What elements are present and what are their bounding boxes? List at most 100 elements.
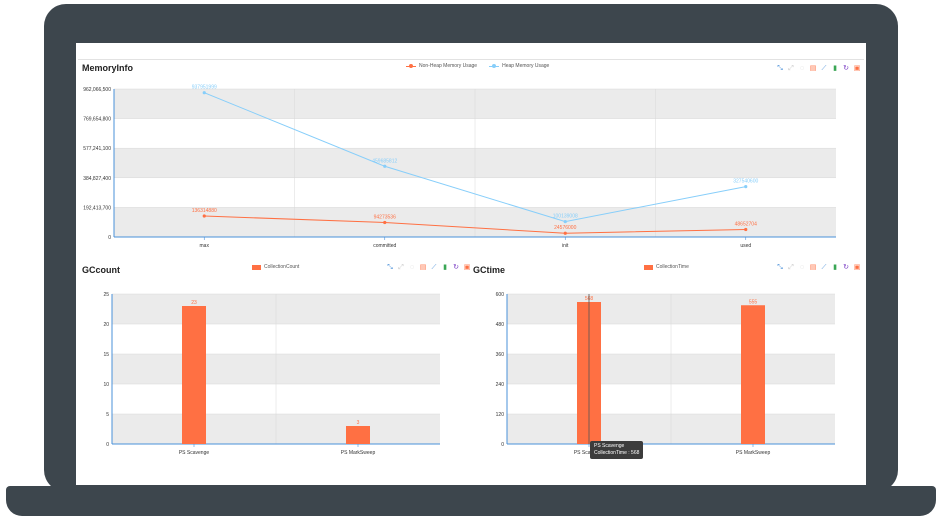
y-tick-label: 0 (501, 442, 504, 448)
y-tick-label: 962,066,500 (83, 87, 111, 93)
data-label: 48652704 (735, 222, 757, 228)
y-tick-label: 15 (103, 352, 109, 358)
data-view-icon[interactable]: ▤ (809, 264, 817, 271)
bar-label: 555 (749, 299, 758, 305)
zoom-icon[interactable]: ⤡ (387, 264, 393, 271)
y-tick-label: 384,827,400 (83, 176, 111, 182)
x-tick-label: PS MarkSweep (341, 450, 376, 456)
data-point (563, 219, 567, 224)
tooltip-value: CollectionTime : 568 (594, 450, 640, 456)
data-point (744, 185, 748, 189)
series-line-0 (204, 215, 746, 234)
gctime-title: GCtime (473, 265, 506, 275)
x-tick-label: used (740, 243, 751, 249)
chart-tooltip: PS Scavenge CollectionTime : 568 (590, 441, 644, 459)
y-tick-label: 120 (496, 412, 505, 418)
bar-chart-icon[interactable]: ▮ (443, 264, 447, 271)
y-tick-label: 5 (106, 412, 109, 418)
data-label: 24576000 (554, 225, 576, 231)
data-point (383, 220, 387, 225)
y-tick-label: 25 (103, 292, 109, 298)
bar (741, 305, 765, 444)
series-line-1 (204, 92, 746, 223)
gctime-legend: CollectionTime (644, 264, 689, 270)
save-image-icon[interactable]: ▣ (853, 65, 861, 72)
data-point (563, 231, 567, 235)
restore-circle-icon[interactable]: ◌ (799, 264, 805, 271)
data-label: 937951999 (192, 85, 217, 91)
x-tick-label: max (200, 243, 210, 249)
bar (346, 426, 370, 444)
line-chart-icon[interactable]: ⟋ (431, 264, 437, 271)
legend-label-collectiontime[interactable]: CollectionTime (656, 264, 689, 270)
y-tick-label: 192,413,700 (83, 205, 111, 211)
y-tick-label: 240 (496, 382, 505, 388)
restore-circle-icon[interactable]: ◌ (799, 65, 805, 72)
x-tick-label: init (562, 243, 569, 249)
gccount-title: GCcount (82, 265, 120, 275)
gccount-plot: 25 20 15 10 5 0 PS Scavenge PS MarkSweep 23 3 (103, 292, 440, 456)
y-tick-label: 0 (108, 235, 111, 241)
bar-chart-icon[interactable]: ▮ (833, 264, 837, 271)
data-label: 94273536 (374, 214, 396, 220)
refresh-icon[interactable]: ↻ (843, 264, 849, 271)
y-tick-label: 0 (106, 442, 109, 448)
bar-label: 3 (357, 420, 360, 426)
bar (182, 306, 206, 444)
zoom-icon[interactable]: ⤡ (777, 264, 783, 271)
bar-chart-icon[interactable]: ▮ (833, 65, 837, 72)
zoom-icon[interactable]: ⤡ (777, 65, 783, 72)
laptop-base (6, 486, 936, 516)
line-chart-icon[interactable]: ⟋ (821, 264, 827, 271)
restore-circle-icon[interactable]: ◌ (409, 264, 415, 271)
y-tick-label: 480 (496, 322, 505, 328)
memoryinfo-toolbox: ⤡ ⤢ ◌ ▤ ⟋ ▮ ↻ ▣ (776, 65, 861, 73)
x-tick-label: PS Scavenge (179, 450, 210, 456)
data-label: 100139008 (553, 214, 578, 220)
zoom-reset-icon[interactable]: ⤢ (788, 65, 794, 72)
data-view-icon[interactable]: ▤ (419, 264, 427, 271)
x-tick-label: PS Scavenge (574, 450, 605, 456)
y-tick-label: 10 (103, 382, 109, 388)
data-label: 459685812 (372, 158, 397, 164)
legend-label-collectioncount[interactable]: CollectionCount (264, 264, 300, 270)
save-image-icon[interactable]: ▣ (463, 264, 471, 271)
zoom-reset-icon[interactable]: ⤢ (398, 264, 404, 271)
y-tick-label: 360 (496, 352, 505, 358)
legend-label-heap[interactable]: Heap Memory Usage (502, 63, 550, 69)
gccount-toolbox: ⤡ ⤢ ◌ ▤ ⟋ ▮ ↻ ▣ (386, 264, 471, 272)
tooltip-category: PS Scavenge (594, 443, 625, 449)
memoryinfo-title: MemoryInfo (82, 63, 134, 73)
legend-swatch-heap (489, 64, 500, 68)
refresh-icon[interactable]: ↻ (843, 65, 849, 72)
legend-swatch-collectiontime (644, 264, 653, 270)
memoryinfo-plot: 962,066,500 769,654,800 577,241,100 384,827… (83, 85, 836, 249)
data-point (744, 227, 748, 232)
data-point (383, 164, 387, 168)
x-tick-label: committed (373, 243, 396, 249)
y-tick-label: 769,654,800 (83, 117, 111, 123)
y-tick-label: 20 (103, 322, 109, 328)
gccount-legend: CollectionCount (252, 264, 299, 270)
gctime-toolbox: ⤡ ⤢ ◌ ▤ ⟋ ▮ ↻ ▣ (776, 264, 861, 272)
legend-swatch-nonheap (406, 64, 416, 68)
x-tick-label: PS MarkSweep (736, 450, 771, 456)
data-point (202, 214, 206, 218)
line-chart-icon[interactable]: ⟋ (821, 65, 827, 72)
bar-label: 23 (191, 300, 197, 306)
data-view-icon[interactable]: ▤ (809, 65, 817, 72)
data-point (202, 91, 206, 95)
data-label: 327540600 (733, 179, 758, 185)
gctime-plot: 600 480 360 240 120 0 PS Scavenge PS MarkSweep 5… (496, 292, 835, 456)
memoryinfo-legend: Non-Heap Memory Usage Heap Memory Usage (406, 63, 549, 69)
zoom-reset-icon[interactable]: ⤢ (788, 264, 794, 271)
legend-swatch-collectioncount (252, 264, 261, 270)
laptop-screen: MemoryInfo Non-Heap Memory Usage Heap Me… (76, 43, 866, 485)
legend-label-nonheap[interactable]: Non-Heap Memory Usage (419, 63, 478, 69)
refresh-icon[interactable]: ↻ (453, 264, 459, 271)
screen-top-divider (78, 59, 864, 60)
save-image-icon[interactable]: ▣ (853, 264, 861, 271)
data-label: 136314880 (192, 208, 217, 214)
y-tick-label: 577,241,100 (83, 146, 111, 152)
y-tick-label: 600 (496, 292, 505, 298)
